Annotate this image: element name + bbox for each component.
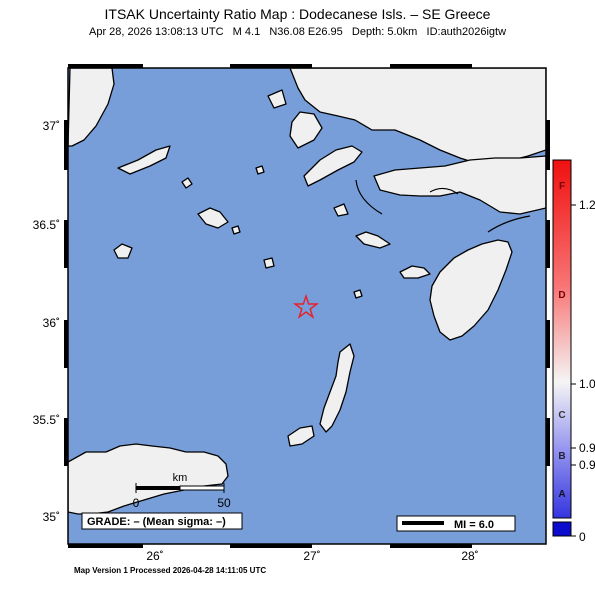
grade-box	[81, 512, 243, 530]
land-areas	[68, 68, 546, 515]
frame-ticks	[64, 64, 550, 548]
land-kalymnos	[289, 111, 323, 149]
grade-letter: D	[558, 290, 565, 301]
land-patmos	[267, 89, 287, 109]
color-scale-value: 1.2	[579, 198, 595, 212]
grade-letter: F	[559, 181, 565, 192]
lon-tick-label: 27˚	[303, 549, 320, 563]
lon-tick-label: 28˚	[461, 549, 478, 563]
land-bodrum-peninsula	[373, 155, 546, 215]
land-nisyros	[333, 203, 349, 217]
land-astypalaia	[197, 207, 229, 229]
scale-bar-unit: km	[173, 472, 188, 484]
land-anafi	[113, 243, 133, 259]
lon-tick-label: 26˚	[146, 549, 163, 563]
land-turkey	[289, 68, 546, 166]
grade-letter: C	[558, 410, 565, 421]
land-symi	[399, 265, 431, 279]
mi-legend-box	[396, 515, 516, 532]
lat-tick-label: 35˚	[43, 510, 60, 524]
color-scale-bar	[552, 159, 572, 519]
land-islet	[263, 257, 275, 269]
grade-letter: A	[558, 489, 565, 500]
land-islet	[181, 177, 193, 189]
land-kos	[303, 145, 363, 187]
grade-letter: B	[558, 451, 565, 462]
lat-tick-label: 35.5˚	[33, 413, 60, 427]
land-kasos	[287, 425, 315, 447]
color-scale-value: 0.9	[579, 441, 595, 455]
land-tilos	[355, 231, 391, 249]
scale-bar-start: 0	[133, 496, 140, 510]
land-rhodes	[429, 239, 513, 341]
grade-text: GRADE: – (Mean sigma: –)	[87, 516, 226, 528]
lat-tick-label: 36.5˚	[33, 218, 60, 232]
land-naxos	[68, 68, 115, 147]
lat-tick-label: 37˚	[43, 119, 60, 133]
land-islet	[255, 165, 265, 175]
scale-bar: km 0 50	[133, 472, 231, 510]
color-scale-value: 0.9	[579, 458, 595, 472]
map-title: ITSAK Uncertainty Ratio Map : Dodecanese…	[104, 6, 491, 22]
footer-processed: Map Version 1 Processed 2026-04-28 14:11…	[74, 566, 267, 575]
fault-line	[487, 215, 531, 233]
color-scale-min-box	[552, 521, 572, 537]
land-islet	[353, 289, 363, 299]
mi-legend-label: MI = 6.0	[454, 519, 494, 531]
land-karpathos	[319, 343, 355, 433]
event-info: Apr 28, 2026 13:08:13 UTC M 4.1 N36.08 E…	[88, 26, 507, 38]
fault-line	[355, 179, 383, 215]
color-scale-value: 0	[579, 530, 586, 544]
land-amorgos	[117, 145, 171, 175]
mi-legend-line	[402, 521, 444, 525]
color-scale-value: 1.0	[579, 377, 595, 391]
scale-bar-end: 50	[217, 496, 231, 510]
land-islet	[231, 225, 241, 235]
lat-tick-label: 36˚	[43, 316, 60, 330]
epicenter-star-icon[interactable]	[292, 293, 320, 319]
fault-line	[429, 187, 459, 195]
